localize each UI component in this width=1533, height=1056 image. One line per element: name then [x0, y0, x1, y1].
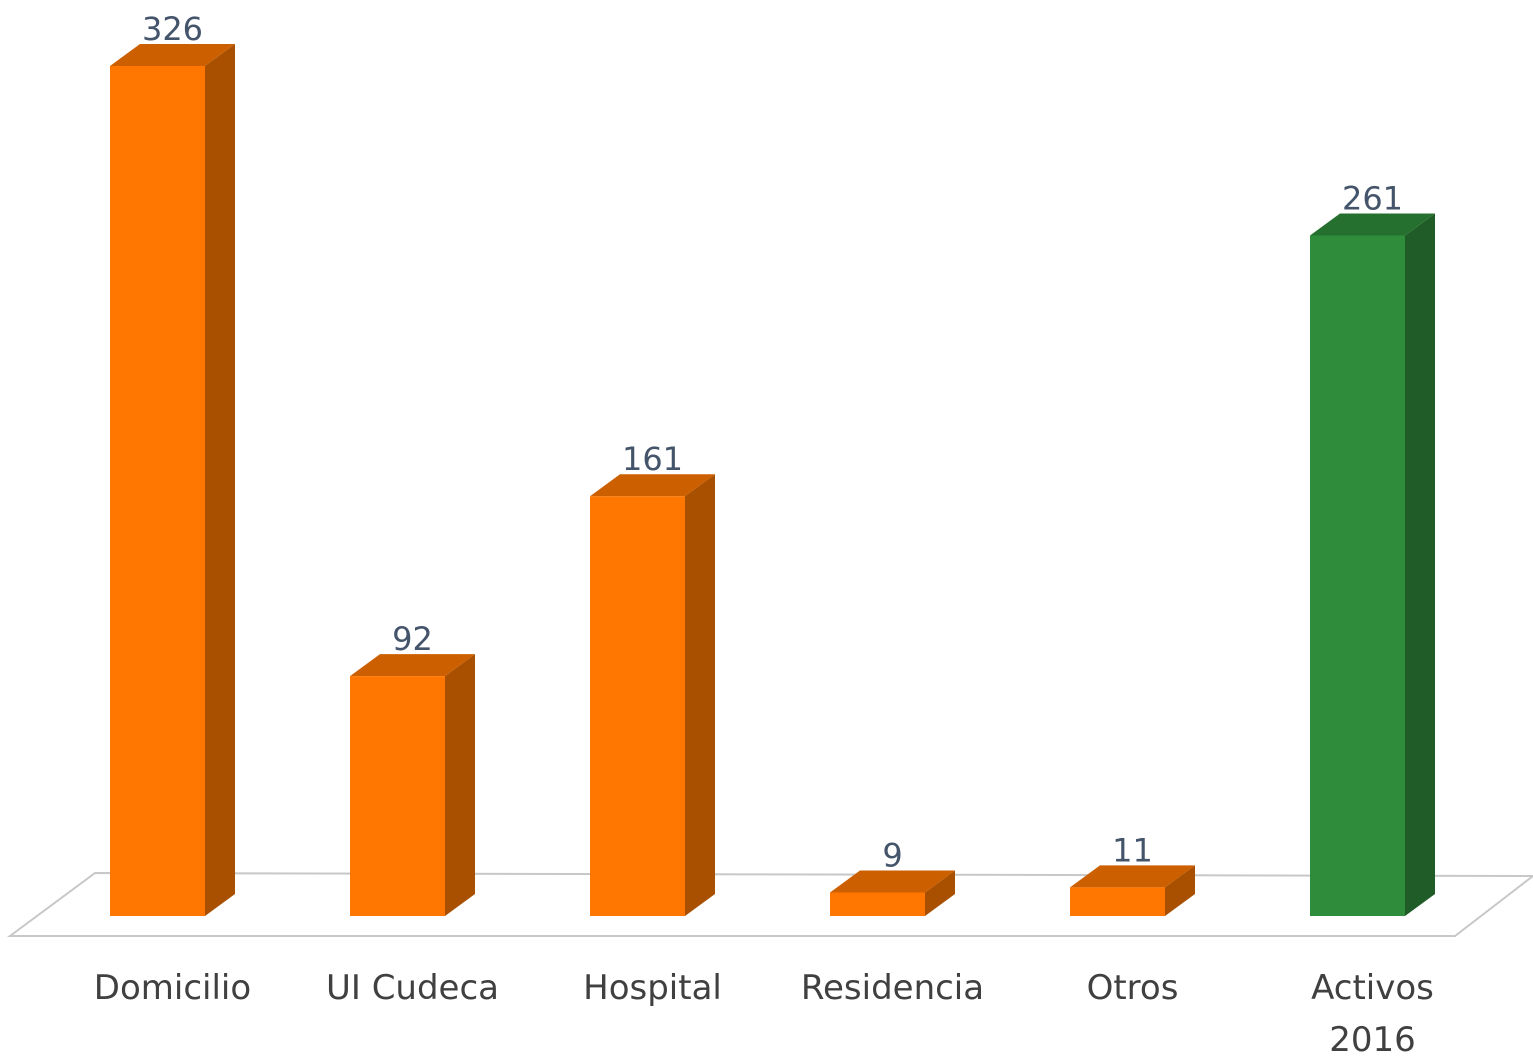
bar-front	[110, 66, 205, 916]
x-tick-label: UI Cudeca	[325, 968, 500, 1008]
x-tick-label: Hospital	[583, 968, 722, 1008]
bar	[830, 870, 955, 916]
x-tick-label: Domicilio	[93, 968, 252, 1008]
bar-side	[685, 474, 715, 916]
bar-side	[925, 870, 955, 916]
bar	[110, 44, 235, 916]
bar-front	[830, 892, 925, 916]
bar-top	[1070, 865, 1195, 888]
bar	[1310, 213, 1435, 917]
bar-top	[110, 44, 235, 66]
bar-side	[1165, 865, 1195, 916]
data-label: 261	[1342, 179, 1403, 217]
bar-top	[350, 654, 475, 677]
bar-front	[350, 676, 445, 916]
bar	[350, 654, 475, 916]
data-label: 11	[1112, 831, 1153, 869]
data-label: 161	[622, 440, 683, 478]
x-tick-label: Residencia	[800, 968, 985, 1008]
bar-top	[1310, 213, 1435, 236]
bar	[1070, 865, 1195, 916]
bar-front	[1070, 887, 1165, 916]
bar-front	[1310, 235, 1405, 917]
bar-front	[590, 496, 685, 916]
data-label: 92	[392, 620, 433, 658]
x-tick-label: Otros	[1086, 968, 1179, 1008]
bar-top	[590, 474, 715, 497]
data-label: 326	[142, 10, 203, 48]
floor	[6, 871, 1533, 937]
bar-side	[1405, 213, 1435, 917]
x-tick-label: Activos 2016	[1311, 968, 1434, 1056]
bar-side	[445, 654, 475, 916]
data-label: 9	[882, 837, 902, 875]
bar-side	[205, 44, 235, 916]
bar-top	[830, 870, 955, 893]
bar	[590, 474, 715, 916]
